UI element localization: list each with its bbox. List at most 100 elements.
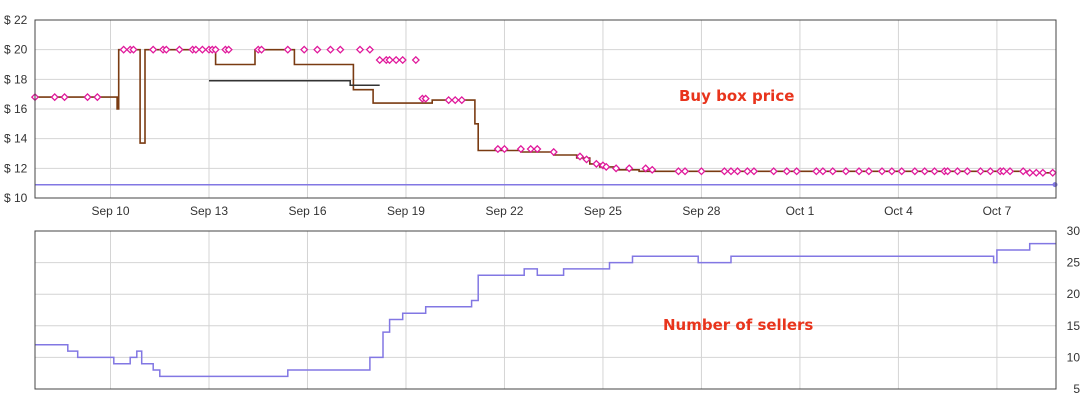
sellers-y-tick-label: 25 xyxy=(1067,256,1081,270)
buy-box-price-marker xyxy=(887,167,896,176)
buy-box-price-marker xyxy=(648,165,657,174)
buy-box-price-marker xyxy=(516,144,525,154)
buy-box-price-marker xyxy=(257,45,266,54)
buy-box-price-marker xyxy=(854,167,864,176)
buy-box-price-marker xyxy=(421,94,430,103)
buy-box-price-marker xyxy=(444,95,453,105)
buy-box-price-marker xyxy=(149,45,158,54)
buy-box-price-marker xyxy=(680,167,690,176)
sellers-series xyxy=(35,242,1056,378)
buy-box-price-marker xyxy=(897,167,906,176)
buy-box-y-tick-label: $ 18 xyxy=(4,72,28,86)
x-tick-label: Sep 13 xyxy=(190,204,228,218)
sellers-y-tick-label: 10 xyxy=(1067,350,1081,364)
buy-box-price-marker xyxy=(129,45,138,54)
buy-box-price-marker xyxy=(582,155,591,164)
buy-box-price-marker xyxy=(398,55,407,65)
buy-box-price-marker xyxy=(920,167,929,176)
buy-box-price-marker xyxy=(300,45,309,54)
buy-box-price-marker xyxy=(641,164,650,173)
buy-box-price-marker xyxy=(451,95,460,105)
buy-box-price-marker xyxy=(910,167,919,176)
sellers-plot-background xyxy=(35,231,1056,389)
x-tick-label: Oct 7 xyxy=(983,204,1012,218)
x-tick-label: Sep 28 xyxy=(682,204,720,218)
lowest-price-end-point xyxy=(1052,182,1058,188)
buy-box-price-marker xyxy=(365,45,374,54)
buy-box-price-marker xyxy=(828,167,837,176)
buy-box-price-marker xyxy=(457,95,466,105)
buy-box-price-marker xyxy=(83,93,92,102)
buy-box-price-marker xyxy=(812,167,821,176)
buy-box-price-marker xyxy=(336,45,345,54)
buy-box-y-tick-label: $ 12 xyxy=(4,161,28,175)
sellers-y-tick-label: 20 xyxy=(1067,287,1081,301)
buy-box-price-marker xyxy=(392,55,401,65)
buy-box-price-marker xyxy=(162,45,171,54)
buy-box-y-tick-label: $ 22 xyxy=(4,13,28,27)
buy-box-price-marker xyxy=(1038,168,1047,177)
buy-box-price-marker xyxy=(549,147,558,157)
sellers-y-tick-label: 5 xyxy=(1073,382,1080,396)
buy-box-price-marker xyxy=(792,167,801,176)
buy-box-price-marker xyxy=(355,45,365,54)
sellers-y-tick-labels: 5 10 15 20 25 30 xyxy=(1067,224,1081,396)
buy-box-price-marker xyxy=(375,55,384,65)
buy-box-price-marker xyxy=(533,144,542,154)
buy-box-price-marker xyxy=(625,164,634,173)
buy-box-price-marker xyxy=(864,167,873,176)
buy-box-price-marker xyxy=(749,167,759,176)
buy-box-price-marker xyxy=(385,55,394,65)
buy-box-price-marker xyxy=(743,167,752,176)
buy-box-price-marker xyxy=(1032,168,1041,177)
buy-box-price-marker xyxy=(726,167,736,176)
number-of-sellers-annotation: Number of sellers xyxy=(663,316,813,334)
other-price-line xyxy=(209,80,380,87)
buy-box-price-marker xyxy=(198,45,207,54)
buy-box-price-marker xyxy=(93,93,102,102)
buy-box-plot-frame xyxy=(34,19,1057,199)
buy-box-price-marker xyxy=(411,55,420,65)
buy-box-price-marker xyxy=(602,162,611,171)
x-tick-label: Oct 1 xyxy=(786,204,815,218)
sellers-plot-frame xyxy=(34,230,1057,390)
buy-box-price-marker xyxy=(224,45,233,54)
buy-box-price-annotation: Buy box price xyxy=(679,87,794,105)
buy-box-price-panel: $ 10$ 12$ 14$ 16$ 18$ 20$ 22 Sep 10 Sep 1… xyxy=(4,13,1058,218)
buy-box-series xyxy=(30,45,1058,188)
x-tick-label: Sep 22 xyxy=(485,204,523,218)
buy-box-price-marker xyxy=(943,167,952,176)
buy-box-price-marker xyxy=(119,45,128,54)
buy-box-price-marker xyxy=(986,167,995,176)
x-tick-label: Sep 10 xyxy=(91,204,129,218)
buy-box-price-marker xyxy=(60,93,69,102)
buy-box-price-marker xyxy=(782,167,791,176)
buy-box-price-marker xyxy=(175,45,184,54)
buy-box-y-tick-label: $ 16 xyxy=(4,102,28,116)
buy-box-price-marker xyxy=(500,144,509,154)
buy-box-price-marker xyxy=(1019,167,1028,176)
buy-box-y-tick-label: $ 20 xyxy=(4,43,28,57)
buy-box-price-marker xyxy=(575,152,585,161)
buy-box-price-marker xyxy=(313,45,322,54)
x-tick-label: Sep 25 xyxy=(584,204,622,218)
buy-box-price-marker xyxy=(976,167,985,176)
buy-box-price-marker xyxy=(283,45,292,54)
buy-box-y-tick-labels: $ 10 $ 12 $ 14 $ 16 $ 18 $ 20 $ 22 xyxy=(4,13,28,205)
buy-box-price-marker xyxy=(720,167,729,176)
buy-box-price-marker xyxy=(841,167,851,176)
buy-box-price-marker xyxy=(818,167,828,176)
seller-count-line xyxy=(35,242,1056,378)
buy-box-price-marker xyxy=(592,159,601,169)
buy-box-y-tick-label: $ 14 xyxy=(4,132,28,146)
buy-box-price-marker xyxy=(493,144,503,154)
buy-box-price-marker xyxy=(733,167,742,176)
buy-box-price-marker xyxy=(526,144,535,154)
buy-box-price-marker xyxy=(963,167,972,176)
buy-box-price-marker xyxy=(769,167,778,176)
buy-box-price-marker xyxy=(1005,167,1015,176)
buy-box-price-marker xyxy=(674,167,683,176)
buy-box-price-marker xyxy=(1048,168,1057,177)
buy-box-price-marker xyxy=(1025,168,1034,177)
